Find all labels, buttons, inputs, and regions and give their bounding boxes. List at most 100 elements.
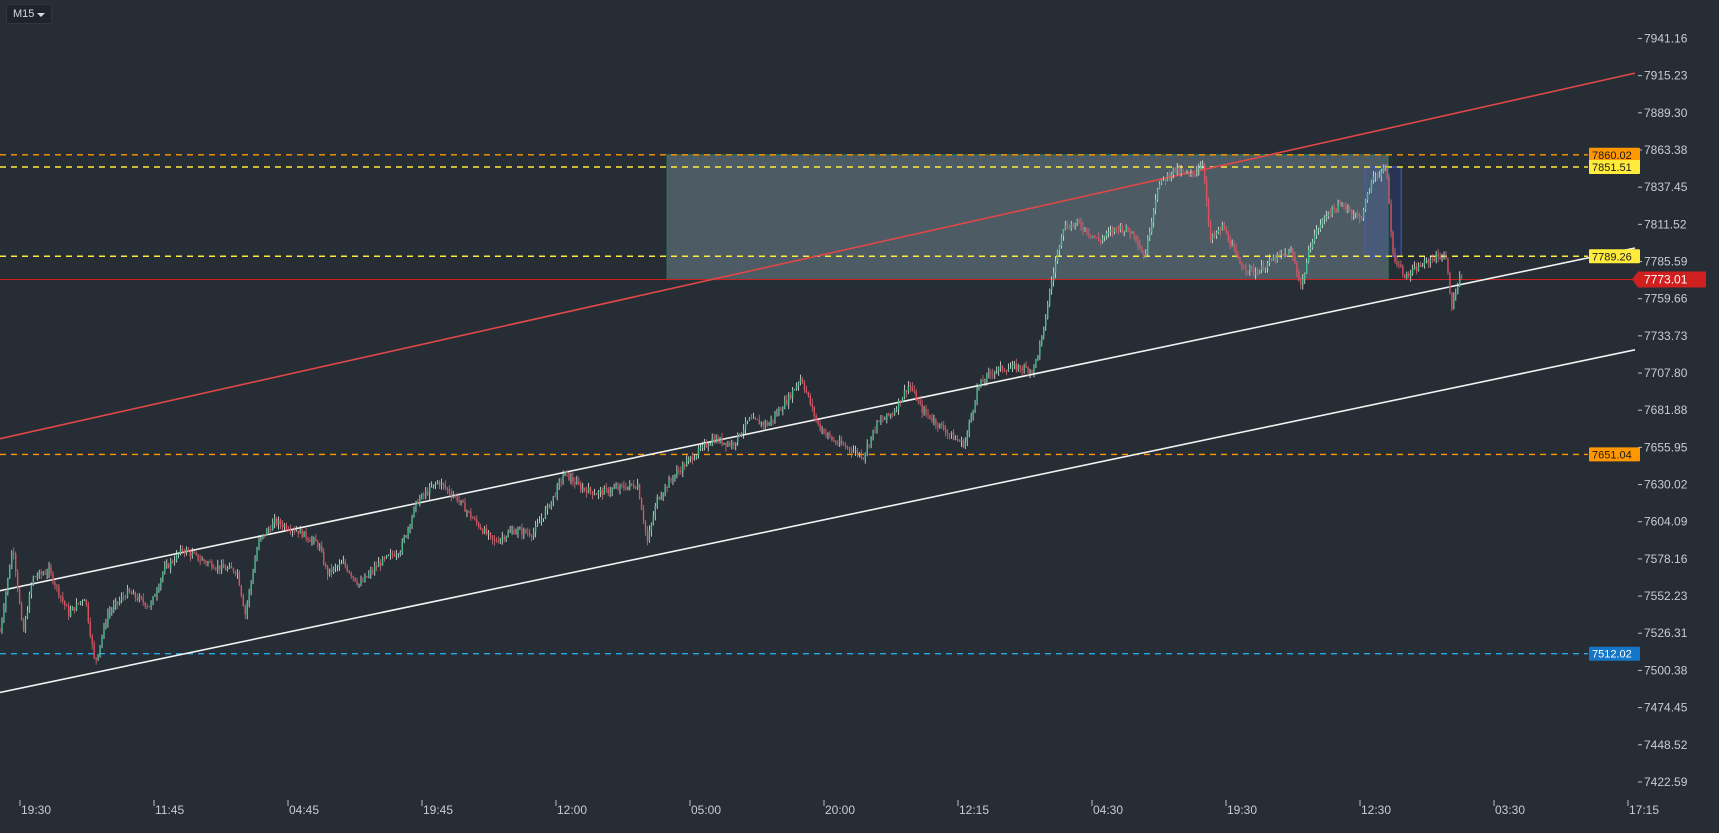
candle-body <box>1411 268 1414 274</box>
candle-body <box>842 444 845 446</box>
candle-body <box>621 484 623 486</box>
y-tick-label: 7474.45 <box>1644 701 1688 715</box>
candle-body <box>1358 215 1361 218</box>
candle-body <box>20 603 23 620</box>
level-label: 7651.04 <box>1592 449 1632 461</box>
candle-body <box>158 586 160 592</box>
candle-body <box>1213 234 1216 236</box>
candle-body <box>1078 220 1080 223</box>
range-box <box>666 154 1389 281</box>
trendline <box>0 72 1636 440</box>
candle-body <box>1329 213 1331 215</box>
level-label-bg <box>1589 147 1640 162</box>
candle-body <box>26 611 29 618</box>
candle-body <box>780 409 782 411</box>
y-tick-label: 7863.38 <box>1644 143 1688 157</box>
candle-body <box>560 481 562 483</box>
price-axis[interactable]: 7941.16 7915.23 7889.30 7863.38 7837.45 7811.… <box>1638 31 1688 789</box>
candle-body <box>132 592 135 595</box>
candle-body <box>1190 173 1192 175</box>
candle-body <box>674 474 676 480</box>
candle-body <box>1156 189 1159 200</box>
candle-body <box>978 385 980 389</box>
candle-body <box>1319 224 1322 230</box>
candle-body <box>982 380 984 383</box>
candle-body <box>511 530 513 532</box>
time-axis[interactable]: 19:30 11:45 04:45 19:45 12:00 05:00 20:00 12:15… <box>19 800 1659 817</box>
candle-body <box>519 528 521 530</box>
candle-body <box>809 395 812 404</box>
candle-body <box>819 424 821 430</box>
candle-body <box>262 534 264 538</box>
candle-body <box>240 585 243 596</box>
candle-body <box>213 567 215 569</box>
candle-body <box>1453 295 1455 309</box>
candle-body <box>1090 234 1092 237</box>
candle-body <box>64 601 66 606</box>
candle-body <box>1023 365 1025 371</box>
candle-body <box>988 372 990 375</box>
candle-body <box>1290 250 1292 252</box>
candle-body <box>525 529 527 533</box>
candle-body <box>713 438 715 443</box>
candle-body <box>91 635 93 645</box>
candle-body <box>893 410 896 415</box>
candle-body <box>937 424 939 428</box>
candles <box>0 160 1463 665</box>
candle-body <box>725 442 727 446</box>
candle-body <box>750 417 753 419</box>
timeframe-label: M15 <box>13 8 35 20</box>
candle-body <box>1368 191 1371 193</box>
candle-body <box>460 500 462 501</box>
candle-body <box>368 573 370 578</box>
candle-body <box>970 415 972 423</box>
candle-body <box>807 392 810 396</box>
candle-body <box>403 536 405 542</box>
candle-body <box>395 554 398 557</box>
candle-body <box>9 568 11 579</box>
candle-body <box>1137 239 1139 246</box>
candle-body <box>1321 219 1324 225</box>
candle-body <box>892 414 894 416</box>
candle-body <box>266 529 268 536</box>
candle-body <box>391 553 394 555</box>
candle-body <box>1056 250 1059 262</box>
candle-body <box>1421 265 1424 267</box>
candle-body <box>1172 167 1174 174</box>
candle-body <box>332 567 335 572</box>
candle-body <box>434 483 437 485</box>
candle-body <box>1280 253 1282 256</box>
candle-body <box>631 483 633 485</box>
candle-body <box>886 413 888 419</box>
candle-body <box>479 527 482 530</box>
candle-body <box>1203 164 1206 181</box>
candle-body <box>1160 178 1163 184</box>
candle-body <box>189 551 192 557</box>
candle-body <box>1068 227 1070 229</box>
candle-body <box>1184 171 1186 174</box>
candle-body <box>825 433 827 435</box>
candle-body <box>672 479 674 480</box>
candle-body <box>1037 355 1039 360</box>
candle-body <box>1060 236 1063 246</box>
timeframe-selector[interactable]: M15 <box>6 4 53 24</box>
candle-body <box>680 470 682 473</box>
candle-body <box>493 539 496 541</box>
candle-body <box>18 589 21 604</box>
candle-body <box>254 560 256 573</box>
candle-body <box>1233 245 1235 249</box>
candle-body <box>1123 230 1125 232</box>
candle-body <box>154 595 156 597</box>
candle-body <box>803 382 806 390</box>
candle-body <box>162 572 164 579</box>
candle-body <box>1111 230 1114 233</box>
candle-body <box>1374 175 1377 177</box>
candle-body <box>1133 231 1135 237</box>
candle-body <box>440 483 443 486</box>
candle-body <box>207 562 209 564</box>
candle-body <box>1129 231 1131 234</box>
candle-body <box>723 442 725 444</box>
candle-body <box>326 566 329 575</box>
